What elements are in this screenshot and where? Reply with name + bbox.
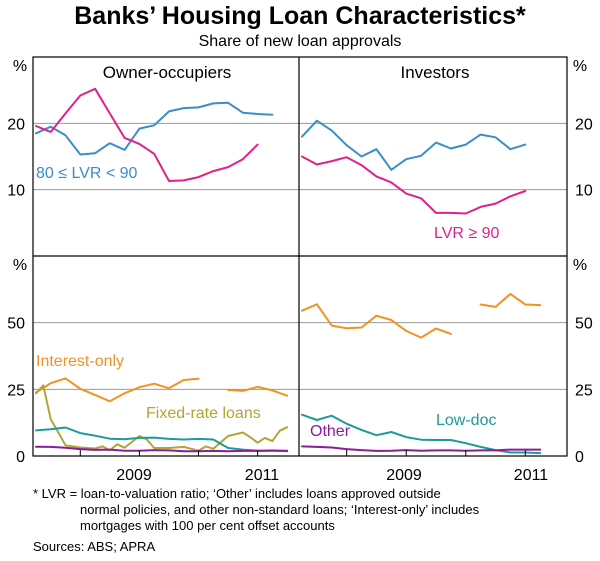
y-tick-label-owner-bottom-25: 25 [7,382,25,399]
series-label-fixed-rate-loans: Fixed-rate loans [146,405,261,422]
x-tick-label-2009: 2009 [116,467,152,484]
y-tick-label-owner-bottom-0: 0 [16,449,25,466]
series-line-owner-bottom-3 [35,445,289,453]
series-line-owner-top-0 [35,101,274,156]
chart-subtitle: Share of new loan approvals [199,33,402,50]
series-label-other: Other [310,423,351,440]
y-unit-label-investor-top: % [573,58,587,75]
grid-layer [33,122,567,390]
series-line-owner-bottom-0 [35,377,289,403]
x-tick-label-2011-right: 2011 [514,467,549,484]
x-tick-label-2011: 2011 [245,467,280,484]
series-label-interest-only: Interest-only [36,353,124,370]
series-line-investor-top-0 [301,119,527,171]
series-label-lvr-90: LVR ≥ 90 [434,225,500,242]
y-tick-label-owner-top-10: 10 [7,183,25,200]
y-tick-label-owner-bottom-50: 50 [7,316,25,333]
series-line-investor-top-1 [301,155,527,215]
series-line-investor-bottom-2 [301,445,542,452]
y-tick-label-investor-bottom-0: 0 [575,449,584,466]
y-tick-label-investor-bottom-25: 25 [575,382,593,399]
y-tick-label-investor-bottom-50: 50 [575,316,593,333]
series-line-owner-bottom-1 [35,384,289,452]
footnote-line-2: normal policies, and other non-standard … [80,502,480,517]
sources-line: Sources: ABS; APRA [33,539,155,554]
chart-title: Banks’ Housing Loan Characteristics* [74,2,526,30]
panel-title-investors: Investors [401,63,470,82]
y-unit-label-owner-top: % [13,58,27,75]
x-tick-label-2009-right: 2009 [386,467,422,484]
footnote-line-3: mortgages with 100 per cent offset accou… [80,518,335,533]
series-line-investor-bottom-0 [301,292,542,339]
panel-title-owner-occupiers: Owner-occupiers [103,63,232,82]
footnote-line-1: * LVR = loan-to-valuation ratio; ‘Other’… [33,486,441,501]
tick-layer: 10 20% 10 20% 0 25 50% 0 25 50% [7,58,593,466]
series-line-owner-bottom-2 [35,426,289,453]
series-label-low-doc: Low-doc [436,412,496,429]
series-line-owner-top-1 [35,87,259,182]
y-unit-label-owner-bottom: % [13,257,27,274]
series-layer [35,87,542,455]
y-tick-label-owner-top-20: 20 [7,116,25,133]
frame-layer [32,56,568,457]
y-tick-label-investor-top-20: 20 [575,116,593,133]
series-label-80-lvr-90: 80 ≤ LVR < 90 [36,165,138,182]
y-tick-label-investor-top-10: 10 [575,183,593,200]
y-unit-label-investor-bottom: % [573,257,587,274]
